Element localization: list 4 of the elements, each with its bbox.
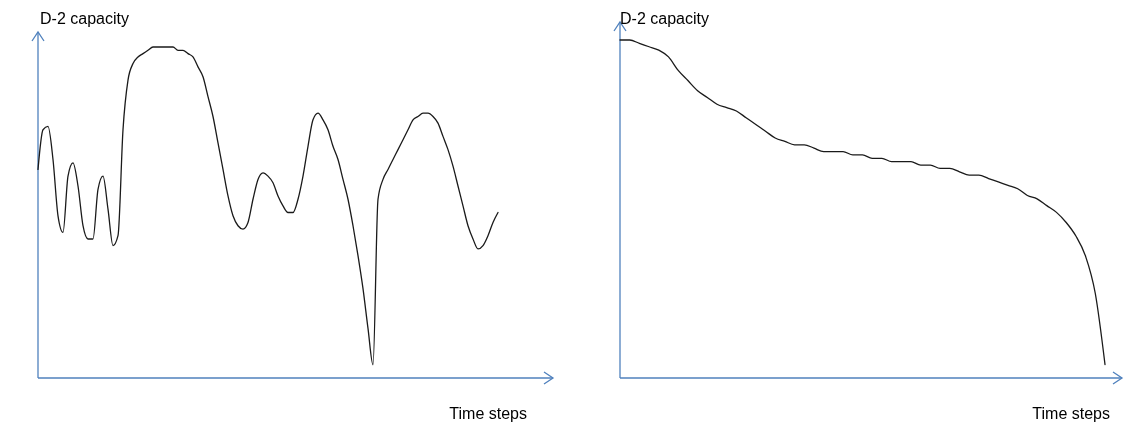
y-axis-title: D-2 capacity xyxy=(620,10,709,27)
x-axis-title: Time steps xyxy=(1032,405,1110,422)
y-axis-title: D-2 capacity xyxy=(40,10,129,27)
x-axis-title: Time steps xyxy=(449,405,527,422)
